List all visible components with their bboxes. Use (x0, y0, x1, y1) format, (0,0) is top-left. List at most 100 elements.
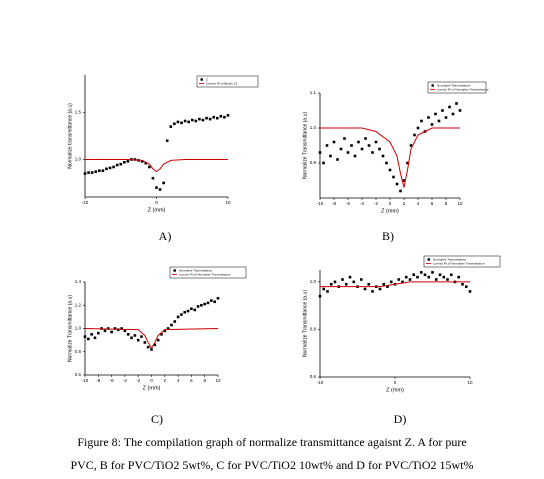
legend-label: Lorentz Fit of Normalize Transmittance (179, 272, 231, 276)
data-point (144, 161, 148, 165)
data-point (423, 273, 427, 277)
y-axis-label: Normalize Transmittance (a.u) (67, 295, 73, 362)
data-point (399, 189, 402, 193)
data-point (97, 331, 100, 335)
x-axis-label: Z (mm) (386, 387, 404, 393)
data-point (359, 278, 363, 281)
x-tick-label: 10 (215, 378, 221, 383)
data-point (336, 158, 339, 161)
x-tick-label: 6 (190, 378, 193, 383)
data-point (322, 287, 326, 291)
data-point (187, 120, 190, 124)
x-tick-label: 0 (155, 200, 158, 205)
data-point (360, 147, 364, 151)
x-axis-label: Z (mm) (148, 207, 166, 213)
x-tick-label: -2 (136, 378, 140, 383)
data-point (87, 171, 90, 174)
data-point (83, 172, 87, 175)
data-point (451, 112, 455, 116)
data-point (371, 151, 374, 154)
x-tick-label: 4 (417, 201, 420, 206)
data-point (163, 329, 167, 333)
y-tick-label: 0.6 (310, 374, 317, 379)
data-point (378, 287, 382, 291)
data-point (318, 151, 322, 154)
data-point (416, 126, 420, 130)
data-point (90, 333, 93, 336)
data-point (348, 275, 352, 279)
data-point (143, 341, 147, 344)
data-point (123, 329, 127, 333)
data-point (455, 102, 458, 105)
data-point (94, 170, 98, 173)
data-point (419, 271, 423, 274)
y-tick-label: 0.8 (310, 327, 317, 332)
legend-box (427, 81, 487, 94)
data-point (166, 327, 170, 330)
data-point (113, 327, 117, 330)
data-point (87, 337, 90, 341)
data-point (123, 160, 126, 164)
data-point (406, 161, 409, 165)
data-point (226, 114, 230, 117)
data-point (392, 175, 395, 179)
data-point (413, 133, 416, 137)
data-point (193, 308, 197, 312)
data-point (196, 305, 200, 308)
data-point (352, 280, 356, 284)
y-tick-label: 1.0 (75, 326, 82, 331)
x-tick-label: 0 (389, 201, 392, 206)
data-point (198, 117, 201, 121)
data-point (343, 137, 346, 140)
data-point (83, 335, 87, 338)
data-point (190, 118, 194, 122)
y-tick-label: 1.0 (310, 279, 317, 284)
x-tick-label: 0 (150, 378, 153, 383)
data-point (381, 154, 385, 158)
data-point (162, 181, 165, 185)
data-point (208, 117, 212, 121)
data-point (148, 165, 151, 169)
caption-line: Figure 8: The compilation graph of norma… (77, 435, 466, 449)
legend-marker (431, 84, 434, 87)
y-axis-label: Normalize Transmittance (a.u) (302, 112, 308, 179)
data-point (105, 167, 108, 171)
x-tick-label: 8 (445, 201, 448, 206)
legend-label: Normalize Transmittance (433, 257, 467, 261)
x-tick-label: -4 (360, 201, 364, 206)
x-tick-label: -10 (317, 380, 324, 385)
data-point (180, 121, 183, 125)
x-tick-label: 2 (403, 201, 406, 206)
panel-label: C) (151, 412, 163, 426)
x-tick-label: 6 (431, 201, 434, 206)
data-point (206, 301, 210, 305)
legend-marker (173, 269, 176, 272)
data-point (205, 116, 208, 120)
data-point (93, 336, 97, 340)
data-point (434, 112, 437, 116)
data-point (101, 169, 105, 173)
data-point (219, 114, 223, 118)
y-tick-label: 1.0 (75, 157, 82, 162)
data-point (110, 330, 113, 334)
data-point (140, 160, 144, 163)
data-point (183, 310, 187, 314)
data-point (437, 119, 441, 123)
data-point (431, 271, 434, 274)
x-tick-label: 8 (203, 378, 206, 383)
y-tick-label: 1.0 (310, 125, 317, 130)
legend-box (196, 75, 259, 88)
x-axis-label: Z (mm) (143, 385, 161, 391)
legend-label: Normalize Transmittance (179, 268, 213, 272)
data-point (350, 144, 353, 147)
fit-line (320, 281, 470, 288)
data-point (364, 137, 367, 140)
data-point (186, 309, 190, 313)
data-point (448, 105, 451, 109)
data-point (408, 278, 412, 281)
y-tick-label: 0.6 (75, 372, 82, 377)
x-tick-label: -2 (374, 201, 378, 206)
data-point (441, 109, 444, 112)
x-tick-label: 10 (467, 380, 473, 385)
data-point (210, 299, 213, 302)
